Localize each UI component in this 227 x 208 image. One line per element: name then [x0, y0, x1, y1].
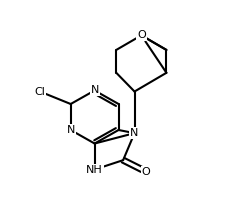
Text: O: O	[136, 30, 145, 40]
Text: N: N	[130, 128, 138, 138]
Text: Cl: Cl	[34, 87, 45, 97]
Text: O: O	[141, 167, 150, 177]
Text: N: N	[90, 85, 98, 95]
Text: NH: NH	[86, 165, 103, 175]
Text: N: N	[66, 125, 74, 135]
